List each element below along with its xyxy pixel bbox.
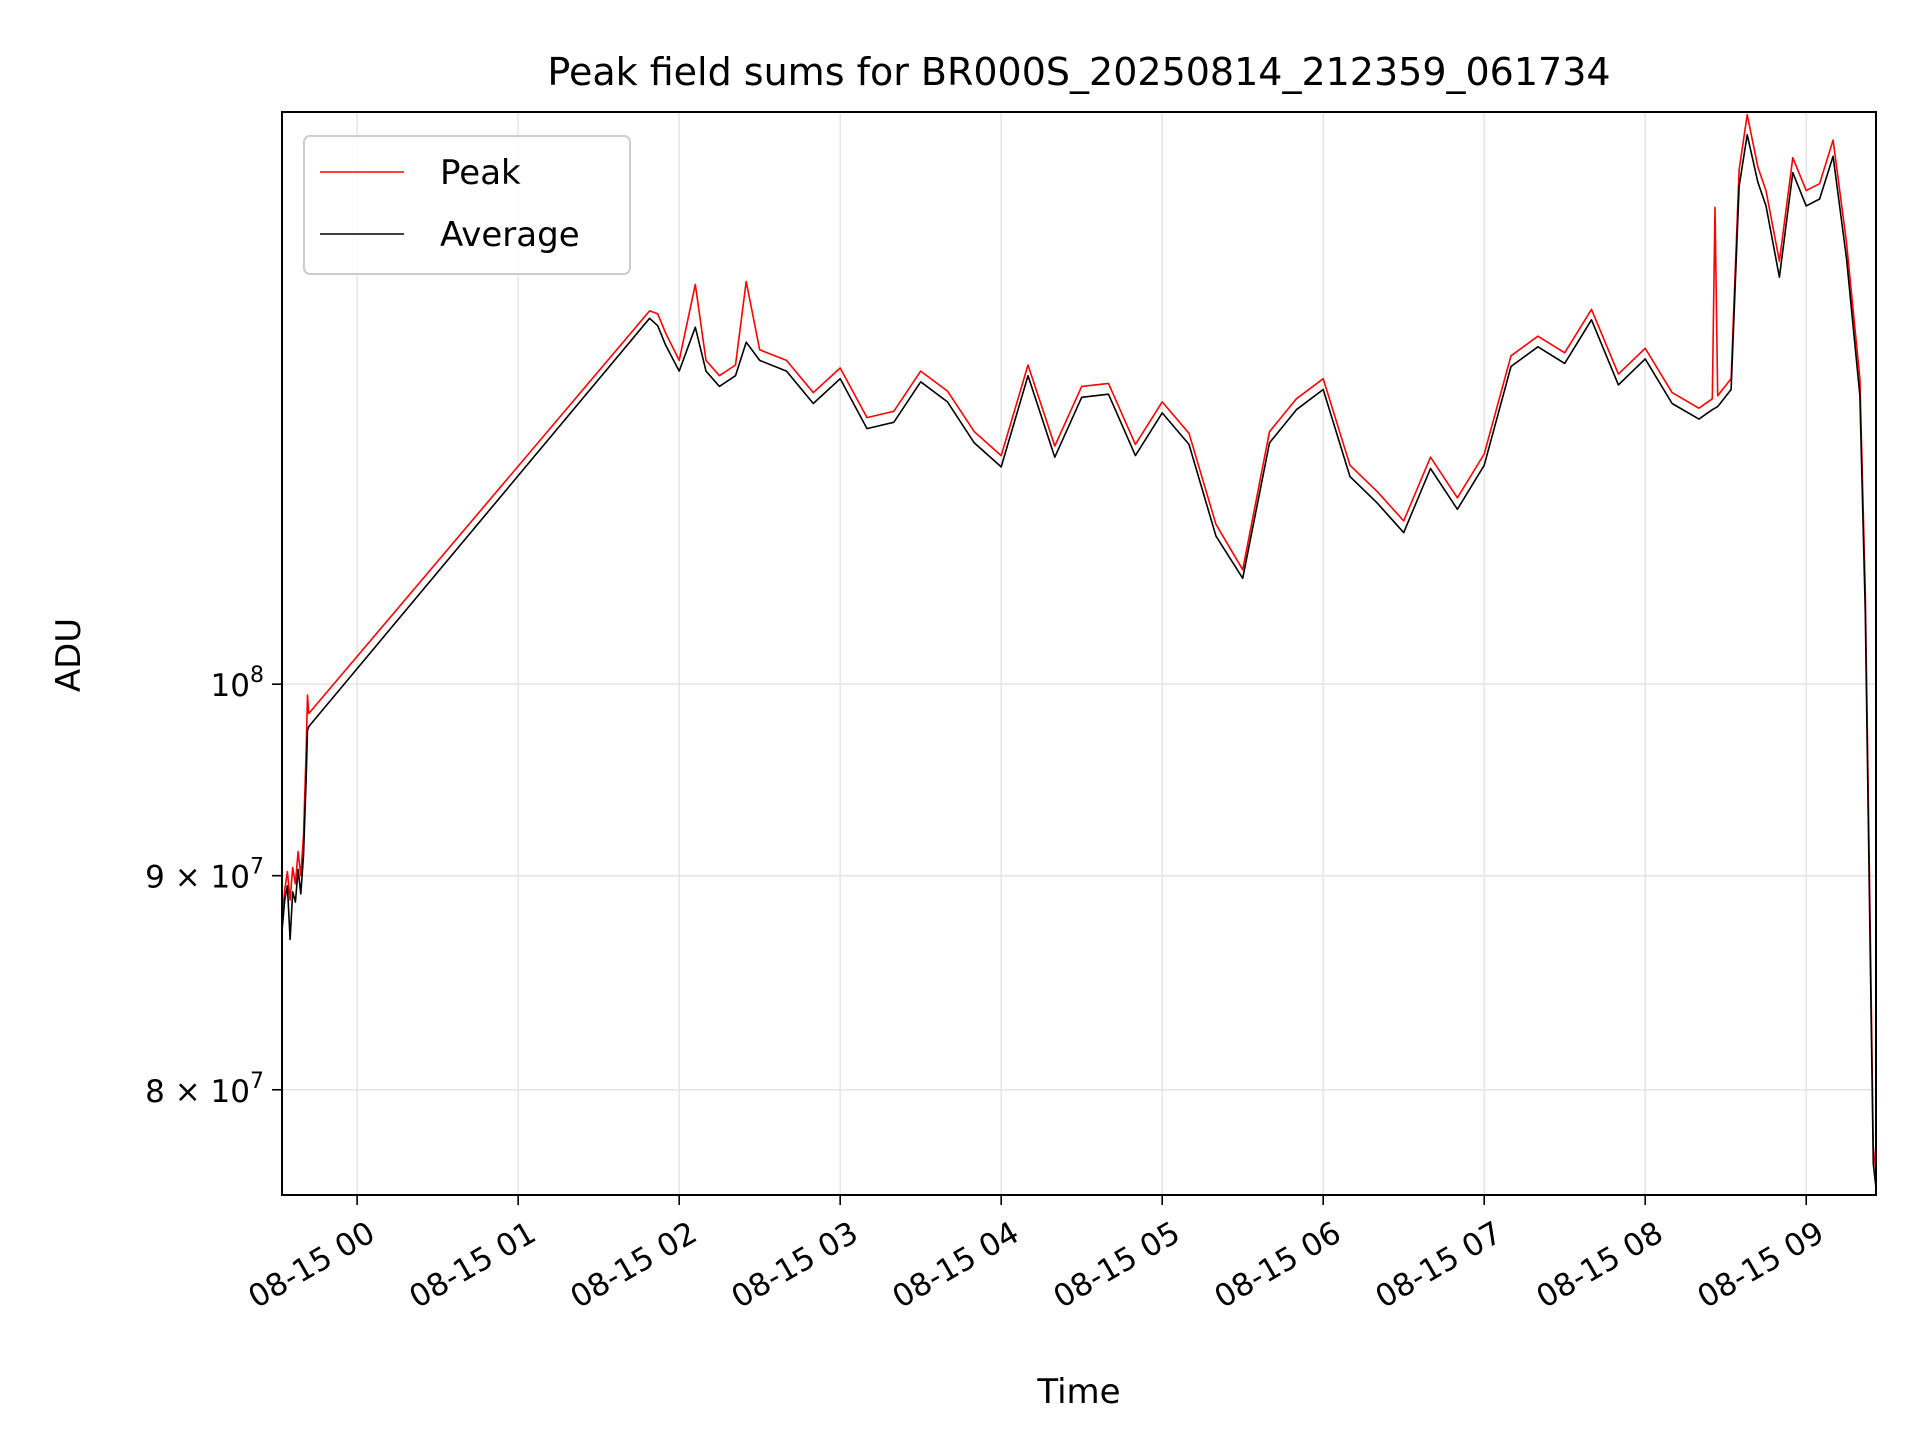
legend-box bbox=[303, 135, 631, 275]
legend-label-peak: Peak bbox=[440, 153, 521, 193]
y-axis: 8 × 107 9 × 107 108 bbox=[145, 663, 282, 1110]
y-tick-label: 108 bbox=[211, 663, 264, 704]
legend-label-average: Average bbox=[440, 215, 580, 255]
series-lines bbox=[281, 113, 1877, 1188]
y-tick-label: 8 × 107 bbox=[145, 1069, 264, 1110]
series-line-average bbox=[281, 133, 1877, 1188]
chart-title: Peak field sums for BR000S_20250814_2123… bbox=[547, 50, 1610, 94]
y-tick-label: 9 × 107 bbox=[145, 855, 264, 896]
y-axis-label: ADU bbox=[49, 618, 89, 692]
legend: Peak Average bbox=[303, 135, 631, 275]
plot-area-frame bbox=[281, 111, 1877, 1196]
series-line-peak bbox=[281, 113, 1877, 1172]
grid bbox=[282, 112, 1876, 1195]
x-axis-label: Time bbox=[1036, 1372, 1120, 1412]
